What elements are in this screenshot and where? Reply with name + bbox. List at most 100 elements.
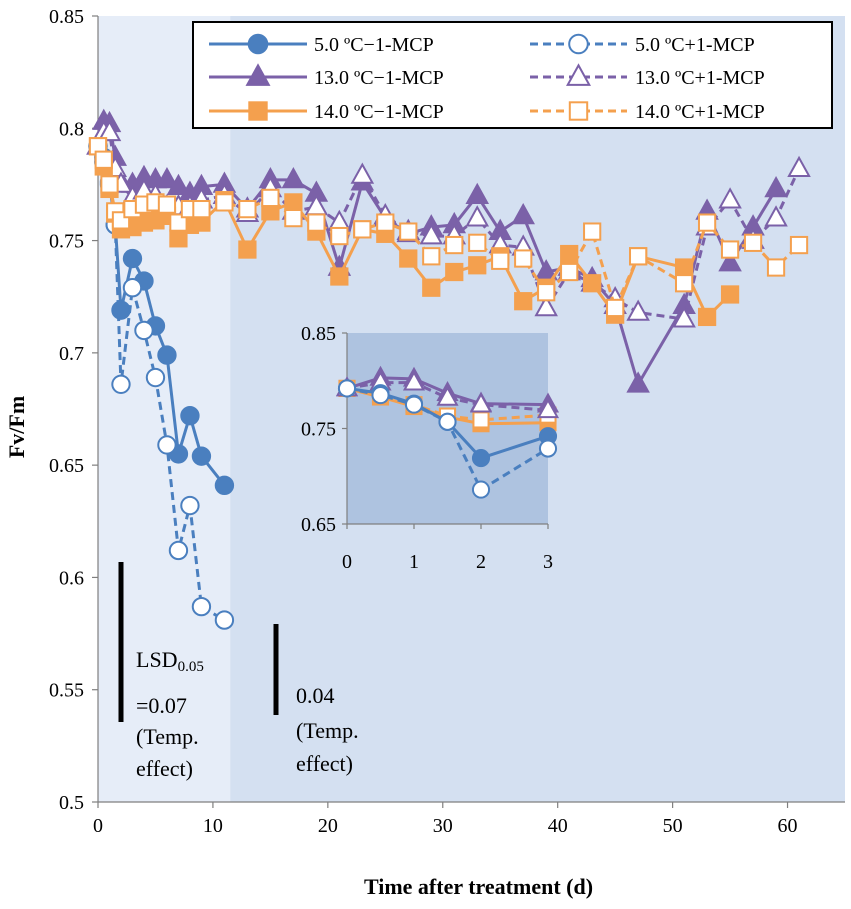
circle-marker	[538, 439, 558, 458]
circle-marker	[157, 345, 177, 365]
triangle-marker	[536, 398, 560, 419]
circle-marker	[111, 300, 131, 320]
legend-item-4: 13.0 ºC+1-MCP	[530, 63, 765, 89]
y-tick-label: 0.55	[49, 680, 84, 702]
series-6	[88, 137, 809, 318]
x-tick-label: 30	[433, 815, 453, 837]
lsd-value-2: 0.04	[296, 683, 335, 708]
inset-x-tick-label: 1	[409, 551, 419, 573]
y-tick-label: 0.8	[59, 118, 84, 140]
square-marker	[215, 193, 234, 212]
triangle-marker	[419, 223, 444, 245]
square-marker	[100, 175, 119, 194]
square-marker	[514, 292, 533, 311]
triangle-marker	[534, 295, 558, 317]
circle-marker	[180, 406, 200, 426]
square-marker	[376, 213, 395, 232]
square-marker	[261, 188, 280, 208]
inset-x-tick-label: 2	[476, 551, 486, 573]
circle-marker	[438, 412, 457, 431]
circle-marker	[191, 596, 212, 617]
legend-label: 5.0 ºC+1-MCP	[635, 34, 755, 56]
x-tick-label: 60	[778, 815, 798, 837]
square-marker	[514, 249, 533, 268]
triangle-marker	[465, 205, 490, 227]
triangle-marker	[281, 167, 306, 189]
x-tick-label: 50	[663, 815, 683, 837]
triangle-marker	[465, 182, 490, 205]
square-marker	[284, 208, 303, 228]
square-marker	[606, 298, 625, 318]
legend-label: 5.0 ºC−1-MCP	[314, 34, 434, 56]
triangle-marker	[97, 119, 122, 142]
square-marker	[157, 195, 177, 214]
square-marker	[238, 200, 257, 219]
square-marker	[353, 220, 372, 239]
inset-y-tick-label: 0.75	[301, 419, 336, 441]
x-tick-label: 0	[93, 815, 103, 837]
legend-item-3: 13.0 ºC−1-MCP	[209, 63, 444, 89]
circle-marker	[247, 33, 269, 55]
circle-marker	[337, 379, 357, 398]
shaded-region-1	[98, 16, 231, 802]
triangle-marker	[672, 306, 696, 328]
circle-marker	[214, 610, 235, 630]
y-tick-label: 0.6	[59, 567, 84, 589]
square-marker	[697, 307, 717, 327]
legend-label: 13.0 ºC+1-MCP	[635, 67, 765, 89]
circle-marker	[122, 278, 143, 298]
square-marker	[330, 267, 349, 286]
circle-marker	[568, 33, 589, 55]
square-marker	[238, 240, 257, 259]
triangle-marker	[155, 167, 179, 189]
circle-marker	[134, 320, 154, 341]
triangle-marker	[764, 176, 788, 198]
triangle-marker	[469, 392, 493, 413]
square-marker	[720, 285, 740, 304]
square-marker	[583, 274, 602, 293]
circle-marker	[214, 475, 235, 496]
y-tick-label: 0.7	[59, 343, 84, 365]
square-marker	[169, 213, 188, 232]
triangle-marker	[566, 63, 591, 86]
inset-y-tick-label: 0.85	[301, 323, 336, 345]
circle-marker	[111, 374, 131, 394]
legend-label: 13.0 ºC−1-MCP	[314, 67, 444, 89]
legend-label: 14.0 ºC+1-MCP	[635, 101, 765, 123]
square-marker	[472, 411, 490, 429]
square-marker	[422, 278, 441, 297]
square-marker	[697, 213, 717, 232]
triangle-marker	[245, 63, 271, 86]
square-marker	[766, 258, 786, 277]
square-marker	[674, 258, 694, 277]
square-marker	[399, 222, 418, 241]
square-marker	[399, 249, 418, 268]
circle-marker	[168, 540, 189, 561]
legend-item-6: 14.0 ºC+1-MCP	[530, 101, 765, 123]
lsd-value: =0.07	[136, 693, 187, 718]
square-marker	[94, 150, 113, 169]
square-marker	[192, 200, 211, 219]
circle-marker	[157, 435, 177, 455]
y-tick-label: 0.65	[49, 455, 84, 477]
legend-item-1: 5.0 ºC−1-MCP	[209, 33, 434, 56]
square-marker	[284, 193, 303, 212]
square-marker	[491, 251, 510, 270]
inset-y-tick-label: 0.65	[301, 514, 336, 536]
square-marker	[560, 262, 579, 282]
square-marker	[468, 256, 487, 275]
circle-marker	[180, 495, 200, 516]
square-marker	[537, 283, 556, 302]
triangle-marker	[718, 250, 742, 272]
y-tick-label: 0.85	[49, 6, 84, 28]
inset-x-tick-label: 3	[543, 551, 553, 573]
triangle-marker	[511, 202, 535, 225]
circle-marker	[122, 248, 143, 269]
square-marker	[560, 244, 579, 264]
triangle-marker	[350, 162, 375, 184]
x-tick-label: 40	[548, 815, 568, 837]
square-marker	[445, 262, 464, 282]
triangle-marker	[402, 370, 426, 391]
circle-marker	[371, 386, 390, 405]
